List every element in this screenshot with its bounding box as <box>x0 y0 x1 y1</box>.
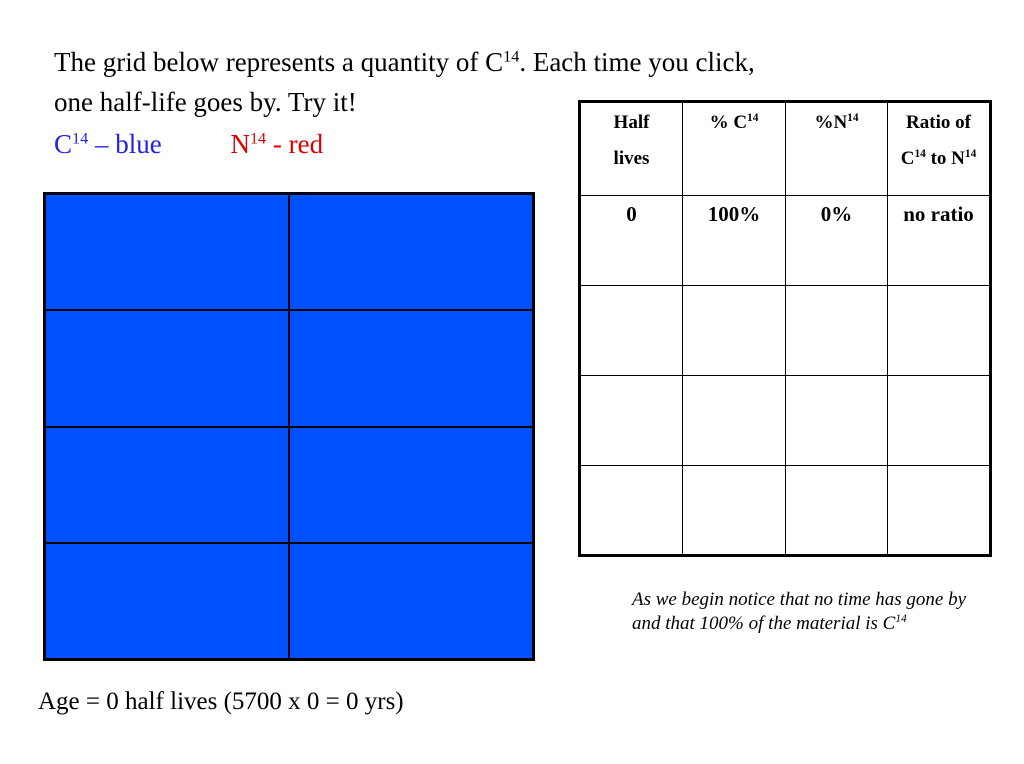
intro: The grid below represents a quantity of … <box>54 42 755 122</box>
header-cell: % C14 <box>682 101 786 196</box>
intro-text: one half-life goes by. Try it! <box>54 87 357 117</box>
note: As we begin notice that no time has gone… <box>632 588 977 636</box>
empty-row <box>579 285 991 376</box>
grid-cell[interactable] <box>46 311 288 426</box>
grid-cell[interactable] <box>46 427 288 542</box>
empty-row <box>579 375 991 466</box>
legend-text: – blue <box>88 129 162 159</box>
carbon-legend: C14 – blue <box>54 129 162 159</box>
header-row: Half lives % C14 %N14 Ratio of C14 to N14 <box>579 101 991 196</box>
superscript: 14 <box>747 112 759 125</box>
intro-text: . Each time you click, <box>519 47 755 77</box>
cell: 100% <box>682 195 786 286</box>
nitrogen-legend: N14 - red <box>230 129 323 159</box>
cell: 0 <box>579 195 683 286</box>
superscript: 14 <box>249 129 267 148</box>
grid-cell[interactable] <box>46 195 288 310</box>
superscript: 14 <box>914 148 926 161</box>
grid-cell[interactable] <box>46 543 288 658</box>
superscript: 14 <box>847 112 859 125</box>
cell: 0% <box>785 195 888 286</box>
legend-text: - red <box>266 129 324 159</box>
grid-cell[interactable] <box>290 311 532 426</box>
header-text: C <box>900 148 915 169</box>
header-text: %N <box>814 112 848 133</box>
grid-cell[interactable] <box>290 543 532 658</box>
superscript: 14 <box>895 613 907 626</box>
header-text: Ratio of <box>906 112 971 133</box>
header-text: Half lives <box>613 112 650 169</box>
age-caption: Age = 0 half lives (5700 x 0 = 0 yrs) <box>38 688 404 715</box>
data-row: 0 100% 0% no ratio <box>579 195 991 286</box>
superscript: 14 <box>503 47 520 66</box>
header-cell: %N14 <box>785 101 888 196</box>
header-text: to N <box>925 148 965 169</box>
empty-row <box>579 465 991 556</box>
header-cell: Half lives <box>579 101 683 196</box>
grid-cell[interactable] <box>290 427 532 542</box>
legend-text: C <box>54 129 73 159</box>
legend: C14 – blue N14 - red <box>54 124 323 164</box>
half-life-table: Half lives % C14 %N14 Ratio of C14 to N14… <box>578 100 992 557</box>
header-text: % C <box>709 112 748 133</box>
legend-text: N <box>230 129 250 159</box>
superscript: 14 <box>964 148 977 161</box>
intro-text: The grid below represents a quantity of … <box>54 47 504 77</box>
grid-cell[interactable] <box>290 195 532 310</box>
header-cell: Ratio of C14 to N14 <box>887 101 991 196</box>
superscript: 14 <box>72 129 89 148</box>
atom-grid[interactable] <box>43 192 535 661</box>
cell: no ratio <box>887 195 991 286</box>
note-text: As we begin notice that no time has gone… <box>632 589 967 634</box>
